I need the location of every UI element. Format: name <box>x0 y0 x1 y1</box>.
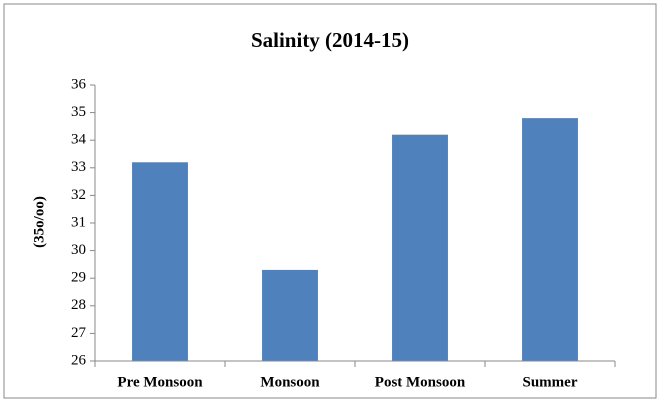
bar <box>132 162 188 361</box>
y-tick-label: 27 <box>71 325 87 341</box>
y-tick-label: 28 <box>71 297 86 313</box>
bar <box>392 134 448 361</box>
y-tick-label: 30 <box>71 242 86 258</box>
bar <box>522 118 578 362</box>
y-tick-label: 31 <box>71 214 86 230</box>
y-tick-label: 32 <box>71 187 86 203</box>
y-tick-label: 26 <box>71 352 87 368</box>
chart-title: Salinity (2014-15) <box>251 28 409 52</box>
x-tick-label: Post Monsoon <box>375 374 466 390</box>
x-tick-label: Pre Monsoon <box>117 374 203 390</box>
y-tick-label: 33 <box>71 159 86 175</box>
bar <box>262 269 318 361</box>
y-tick-label: 35 <box>71 104 86 120</box>
y-tick-label: 34 <box>71 132 87 148</box>
y-tick-label: 29 <box>71 270 86 286</box>
y-tick-label: 36 <box>71 76 87 92</box>
x-tick-label: Summer <box>523 374 578 390</box>
y-axis-label: (35o/oo) <box>31 196 47 248</box>
x-tick-label: Monsoon <box>260 374 320 390</box>
